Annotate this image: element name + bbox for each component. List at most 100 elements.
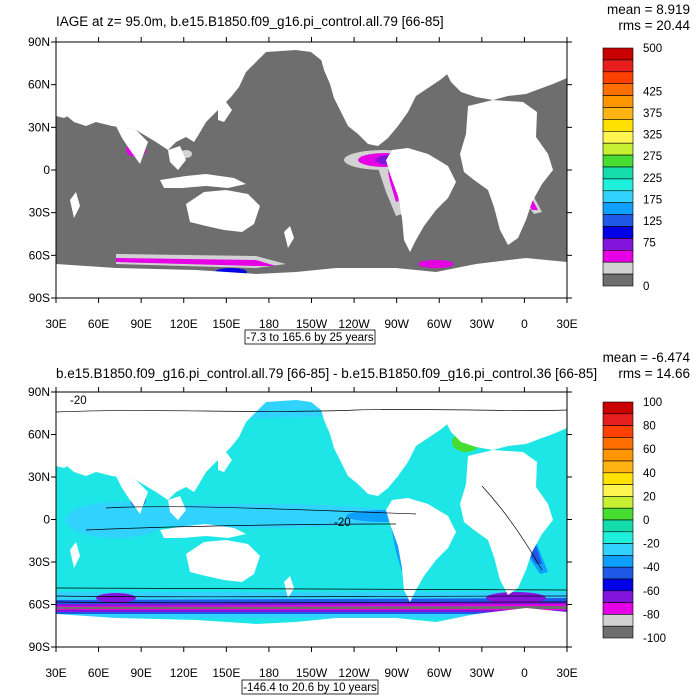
colorbar-label: 20 bbox=[643, 491, 656, 503]
colorbar-label: -40 bbox=[643, 562, 660, 574]
colorbar-label: 500 bbox=[643, 43, 662, 55]
colorbar-box bbox=[602, 95, 634, 108]
lat-label: 30N bbox=[28, 120, 50, 134]
colorbar-box bbox=[602, 555, 634, 568]
panel-1-patch-peru-magenta bbox=[388, 172, 400, 202]
panel-2-title: b.e15.B1850.f09_g16.pi_control.all.79 [6… bbox=[56, 366, 597, 381]
lon-label: 30E bbox=[556, 317, 577, 331]
panel-2-contour-label-2: -20 bbox=[334, 517, 351, 529]
colorbar-box bbox=[602, 507, 634, 521]
colorbar-box bbox=[602, 425, 634, 438]
panel-1: IAGE at z= 95.0m, b.e15.B1850.f09_g16.pi… bbox=[28, 2, 690, 345]
colorbar-box bbox=[602, 154, 634, 168]
panel-2-map: -20 -20 bbox=[56, 392, 567, 647]
colorbar-label: 60 bbox=[643, 444, 656, 456]
colorbar-label: 175 bbox=[643, 194, 662, 206]
lat-label: 90N bbox=[28, 385, 50, 399]
colorbar-box bbox=[602, 261, 634, 275]
lat-label: 30S bbox=[29, 206, 50, 220]
colorbar-box bbox=[602, 71, 634, 85]
panel-1-title: IAGE at z= 95.0m, b.e15.B1850.f09_g16.pi… bbox=[56, 14, 444, 29]
panel-1-colorbar: 500 425 375 325 275 225 175 125 75 0 bbox=[602, 43, 662, 293]
lon-label: 60W bbox=[427, 317, 452, 331]
colorbar-label: 375 bbox=[643, 108, 662, 120]
panel-2-contour-so-mid bbox=[56, 595, 567, 598]
lat-label: 30S bbox=[29, 555, 50, 569]
lon-label: 0 bbox=[521, 317, 528, 331]
panel-2-contour-label-1: -20 bbox=[70, 395, 87, 407]
colorbar-label: -60 bbox=[643, 586, 660, 598]
lon-label: 60E bbox=[88, 317, 109, 331]
lon-label: 120E bbox=[170, 317, 198, 331]
colorbar-box bbox=[602, 190, 634, 204]
panel-2-patch-weddell bbox=[486, 592, 546, 604]
colorbar-label: 125 bbox=[643, 216, 662, 228]
colorbar-box bbox=[602, 460, 634, 474]
lon-label: 150E bbox=[212, 317, 240, 331]
colorbar-box bbox=[602, 47, 634, 61]
lat-label: 60S bbox=[29, 248, 50, 262]
lon-label: 0 bbox=[521, 666, 528, 680]
panel-2-contour-arctic bbox=[56, 409, 567, 413]
lat-label: 60S bbox=[29, 598, 50, 612]
lon-label: 30W bbox=[469, 666, 494, 680]
colorbar-box bbox=[602, 107, 634, 120]
lat-label: 0 bbox=[43, 163, 50, 177]
colorbar-label: -80 bbox=[643, 609, 660, 621]
panel-2-range-label: -146.4 to 20.6 by 10 years bbox=[243, 682, 377, 694]
panel-1-map bbox=[56, 42, 567, 298]
colorbar-box bbox=[602, 119, 634, 132]
panel-1-mean: mean = 8.919 bbox=[607, 2, 690, 17]
colorbar-label: 40 bbox=[643, 468, 656, 480]
lon-label: 120E bbox=[170, 666, 198, 680]
panel-2-lat-labels: 90N 60N 30N 0 30S 60S 90S bbox=[28, 385, 50, 654]
panel-1-lon-labels: 30E 60E 90E 120E 150E 180 150W 120W 90W 60W 30W 0 30… bbox=[45, 317, 577, 331]
colorbar-box bbox=[602, 250, 634, 263]
colorbar-box bbox=[602, 590, 634, 603]
panel-2-lon-labels: 30E 60E 90E 120E 150E 180 150W 120W 90W 60W 30W 0 30… bbox=[45, 666, 577, 680]
lat-label: 60N bbox=[28, 428, 50, 442]
panel-2-colorbar: 100 80 60 40 20 0 -20 -40 -60 -80 -100 bbox=[602, 397, 666, 645]
colorbar-label: 325 bbox=[643, 130, 662, 142]
colorbar-box bbox=[602, 496, 634, 509]
lon-label: 90W bbox=[384, 666, 409, 680]
lat-label: 90S bbox=[29, 640, 50, 654]
panel-2-ticks bbox=[51, 387, 572, 652]
panel-1-lat-labels: 90N 60N 30N 0 30S 60S 90S bbox=[28, 35, 50, 305]
colorbar-box bbox=[602, 566, 634, 580]
colorbar-box bbox=[602, 214, 634, 227]
panel-2-contour-benguela bbox=[481, 485, 543, 571]
lon-label: 150W bbox=[296, 666, 328, 680]
colorbar-label: 80 bbox=[643, 421, 656, 433]
panel-1-range-label: -7.3 to 165.6 by 25 years bbox=[246, 332, 373, 344]
lat-label: 90S bbox=[29, 291, 50, 305]
panel-1-patch-peru-gray bbox=[378, 168, 402, 216]
colorbar-box bbox=[602, 142, 634, 156]
lon-label: 30E bbox=[556, 666, 577, 680]
colorbar-box bbox=[602, 519, 634, 533]
lon-label: 180 bbox=[259, 666, 279, 680]
panel-2-contour-so-south bbox=[56, 601, 567, 604]
colorbar-label: 100 bbox=[643, 397, 662, 409]
colorbar-label: 0 bbox=[643, 281, 649, 293]
lon-label: 180 bbox=[259, 317, 279, 331]
lon-label: 120W bbox=[338, 666, 370, 680]
colorbar-label: 425 bbox=[643, 86, 662, 98]
panel-2: b.e15.B1850.f09_g16.pi_control.all.79 [6… bbox=[28, 350, 691, 695]
colorbar-box bbox=[602, 472, 634, 485]
colorbar-box bbox=[602, 202, 634, 215]
colorbar-box bbox=[602, 59, 634, 73]
lon-label: 90E bbox=[130, 666, 151, 680]
colorbar-box bbox=[602, 602, 634, 615]
colorbar-label: 275 bbox=[643, 151, 662, 163]
lon-label: 120W bbox=[338, 317, 370, 331]
colorbar-box bbox=[602, 484, 634, 497]
lat-label: 0 bbox=[43, 513, 50, 527]
lat-label: 60N bbox=[28, 78, 50, 92]
colorbar-box bbox=[602, 437, 634, 450]
colorbar-label: 75 bbox=[643, 238, 656, 250]
panel-1-patch-southern-ocean-magenta bbox=[116, 258, 276, 266]
panel-2-mean: mean = -6.474 bbox=[603, 350, 691, 365]
lat-label: 90N bbox=[28, 35, 50, 49]
colorbar-box bbox=[602, 531, 634, 544]
